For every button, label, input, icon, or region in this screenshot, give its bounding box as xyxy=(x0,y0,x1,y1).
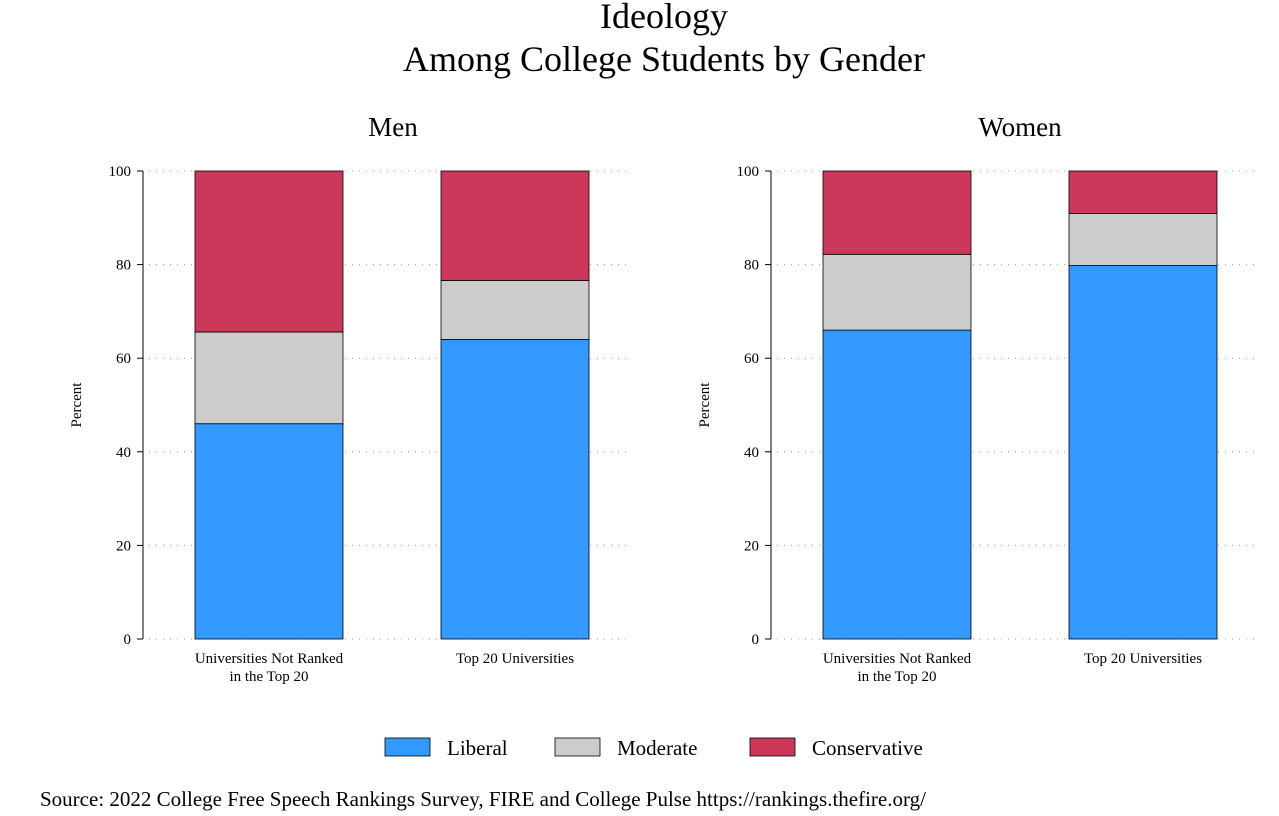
x-category-label: Universities Not Ranked xyxy=(823,651,972,667)
x-category-label: Top 20 Universities xyxy=(456,651,574,667)
y-tick-label: 60 xyxy=(116,351,131,367)
bar-conservative-not-top-20 xyxy=(822,170,972,255)
legend: Liberal Moderate Conservative xyxy=(384,736,923,760)
bar-conservative-not-top-20 xyxy=(194,170,344,333)
y-tick-label: 0 xyxy=(124,632,132,648)
legend-label: Liberal xyxy=(447,736,508,760)
chart-panels: Men 0 20 40 60 80 100 Percent Universities Not R… xyxy=(69,112,1258,685)
bar-moderate-not-top-20 xyxy=(822,253,972,331)
bar-liberal-not-top-20 xyxy=(194,423,344,640)
bar-liberal-top-20 xyxy=(1068,265,1218,640)
legend-swatch xyxy=(384,737,431,757)
source-note: Source: 2022 College Free Speech Ranking… xyxy=(40,787,926,811)
y-tick-label: 80 xyxy=(116,258,131,274)
bar-conservative-top-20 xyxy=(1068,170,1218,214)
chart-title-line2: Among College Students by Gender xyxy=(403,39,925,79)
panel-men: Men 0 20 40 60 80 100 Percent Universities Not R… xyxy=(69,112,632,685)
bar-moderate-top-20 xyxy=(1068,213,1218,266)
legend-item-moderate: Moderate xyxy=(554,736,697,760)
y-tick-label: 40 xyxy=(116,445,131,461)
legend-item-liberal: Liberal xyxy=(384,736,508,760)
y-tick-label: 100 xyxy=(109,164,132,180)
y-tick-label: 60 xyxy=(744,351,759,367)
y-tick-label: 0 xyxy=(752,632,760,648)
y-tick-label: 20 xyxy=(744,538,759,554)
legend-label: Moderate xyxy=(617,736,697,760)
legend-item-conservative: Conservative xyxy=(749,736,923,760)
chart-title-line1: Ideology xyxy=(600,0,728,36)
y-tick-label: 40 xyxy=(744,445,759,461)
x-category-label: Universities Not Ranked xyxy=(195,651,344,667)
bar-conservative-top-20 xyxy=(440,170,590,281)
bar-moderate-top-20 xyxy=(440,280,590,340)
panel-title: Men xyxy=(368,112,418,142)
y-tick-label: 20 xyxy=(116,538,131,554)
bar-liberal-top-20 xyxy=(440,339,590,640)
x-category-label: in the Top 20 xyxy=(229,669,308,685)
x-category-label: in the Top 20 xyxy=(857,669,936,685)
y-tick-label: 80 xyxy=(744,258,759,274)
legend-swatch xyxy=(554,737,601,757)
bar-moderate-not-top-20 xyxy=(194,331,344,425)
panel-women: Women 0 20 40 60 80 100 Percent Universities Not… xyxy=(697,112,1258,685)
bar-liberal-not-top-20 xyxy=(822,329,972,640)
y-axis-title: Percent xyxy=(697,382,713,428)
x-category-label: Top 20 Universities xyxy=(1084,651,1202,667)
panel-title: Women xyxy=(978,112,1062,142)
y-axis-title: Percent xyxy=(69,382,85,428)
legend-label: Conservative xyxy=(812,736,923,760)
y-tick-label: 100 xyxy=(737,164,760,180)
legend-swatch xyxy=(749,737,796,757)
